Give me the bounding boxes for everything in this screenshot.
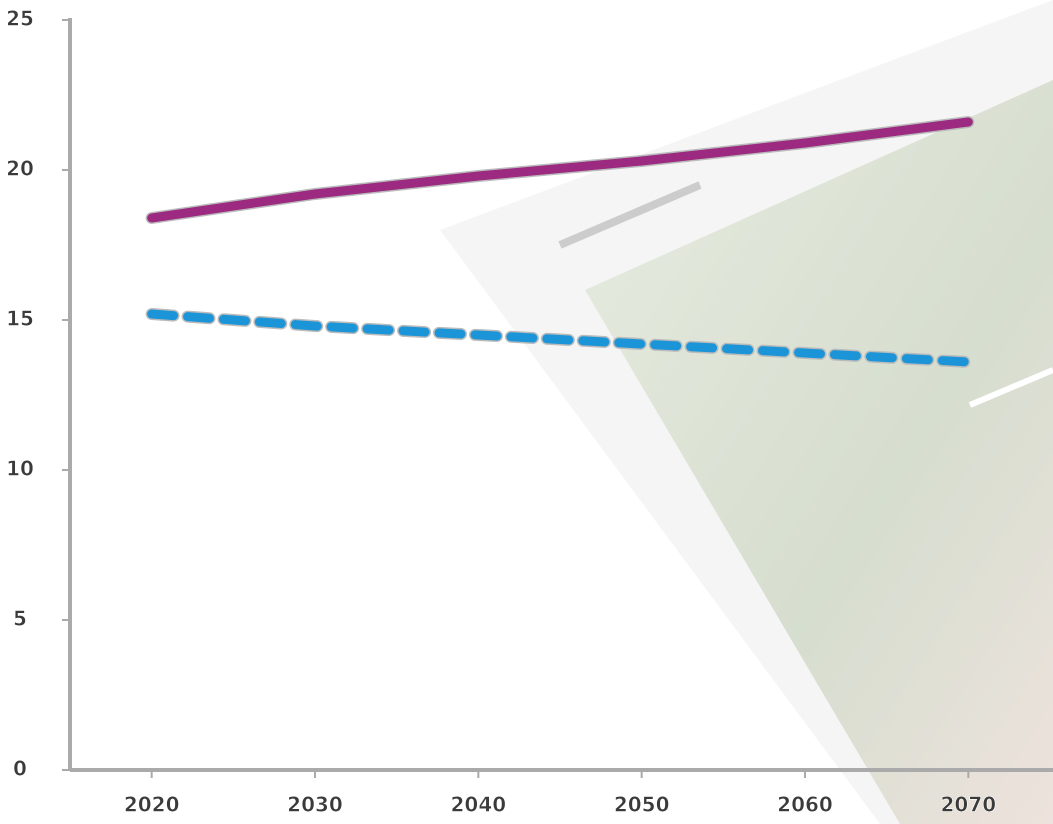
y-tick-label: 0 (13, 757, 27, 781)
x-tick-label: 2030 (287, 793, 343, 817)
y-tick-label: 25 (6, 7, 34, 31)
series-line (147, 309, 973, 367)
y-tick-label: 20 (6, 157, 34, 181)
axes (68, 18, 1053, 772)
y-tick-label: 10 (6, 457, 34, 481)
series-line (147, 117, 973, 223)
x-tick-label: 2040 (450, 793, 506, 817)
y-tick-label: 5 (13, 607, 27, 631)
x-tick-label: 2060 (777, 793, 833, 817)
x-tick-label: 2070 (940, 793, 996, 817)
background-watermark (440, 0, 1053, 824)
x-tick-label: 2050 (614, 793, 670, 817)
y-tick-label: 15 (6, 307, 34, 331)
x-tick-label: 2020 (124, 793, 180, 817)
